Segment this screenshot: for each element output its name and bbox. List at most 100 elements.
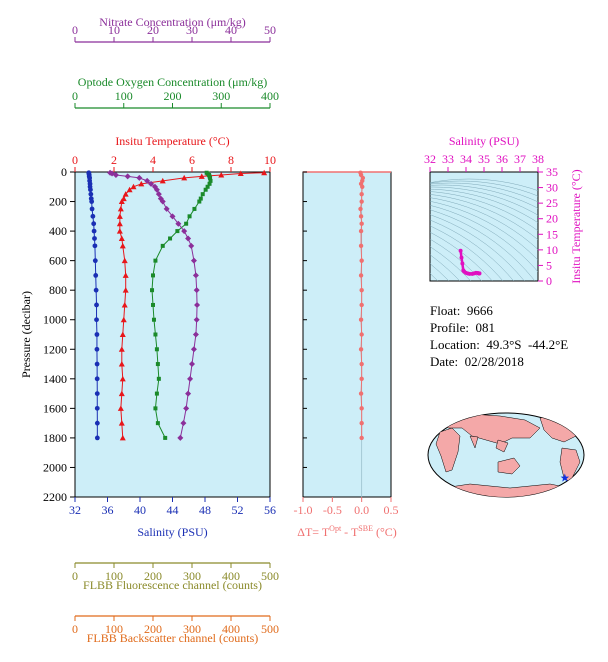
delta-t-point: [359, 435, 364, 441]
location: Location: 49.3°S -44.2°E: [430, 337, 569, 352]
oxygen-tick-label: 100: [115, 89, 133, 103]
delta-t-tick-label: -0.5: [323, 503, 342, 517]
salinity-tick-label: 40: [134, 503, 146, 517]
delta-t-point: [358, 206, 363, 212]
fluorescence-tick-label: 200: [144, 569, 162, 583]
ts-temperature-tick-label: 10: [546, 243, 558, 257]
salinity-point: [94, 435, 100, 441]
salinity-point: [89, 206, 95, 212]
oxygen-point: [160, 243, 165, 248]
pressure-axis-label: Pressure (decibar): [19, 291, 33, 378]
ts-point: [477, 271, 482, 276]
temperature-point: [218, 171, 225, 178]
africa-land: [435, 427, 461, 473]
se-asia-land: [495, 439, 509, 453]
temperature-tick-label: 2: [111, 153, 117, 167]
oxygen-point: [192, 206, 197, 211]
delta-t-point: [359, 302, 364, 308]
delta-t-tick-label: 0.5: [384, 503, 399, 517]
oxygen-point: [155, 362, 160, 367]
temperature-point: [122, 287, 129, 293]
salinity-point: [94, 376, 100, 382]
nitrate-point: [124, 173, 131, 180]
nitrate-point: [183, 405, 190, 412]
nitrate-point: [181, 228, 188, 235]
oxygen-point: [208, 175, 213, 180]
nitrate-tick-label: 30: [186, 23, 198, 37]
greenland-land: [579, 413, 584, 423]
world-map: [427, 412, 585, 498]
temperature-point: [198, 173, 205, 179]
nitrate-point: [187, 375, 194, 382]
ts-temperature-tick-label: 20: [546, 212, 558, 226]
main-plot-area: [74, 171, 271, 498]
delta-t-point: [359, 332, 364, 337]
ts-point: [460, 261, 465, 266]
temperature-point: [117, 405, 124, 411]
nitrate-point: [155, 191, 162, 198]
ts-salinity-tick-label: 34: [460, 152, 472, 166]
fluorescence-tick-label: 500: [261, 569, 279, 583]
delta-t-point: [358, 317, 364, 322]
nitrate-tick-label: 40: [225, 23, 237, 37]
oxygen-point: [150, 288, 155, 293]
profile-number: Profile: 081: [430, 320, 495, 335]
salinity-point: [91, 228, 97, 234]
salinity-tick-label: 32: [69, 503, 81, 517]
pressure-tick-label: 1400: [43, 372, 67, 386]
nitrate-point: [180, 420, 187, 427]
temperature-point: [126, 186, 133, 193]
temperature-point: [120, 316, 127, 323]
nitrate-point: [148, 180, 155, 187]
oxygen-point: [153, 258, 158, 263]
nitrate-point: [190, 346, 197, 353]
oxygen-point: [205, 184, 210, 189]
temperature-point: [261, 169, 268, 176]
temperature-tick-label: 8: [228, 153, 234, 167]
oxygen-point: [153, 406, 158, 411]
temperature-point: [117, 205, 124, 212]
nitrate-point: [190, 257, 197, 264]
ts-salinity-tick-label: 35: [478, 152, 490, 166]
delta-t-point: [359, 420, 364, 426]
density-contour: [430, 178, 538, 191]
nitrate-tick-label: 0: [72, 23, 78, 37]
ts-density-contours: [430, 178, 538, 281]
salinity-point: [93, 273, 99, 278]
nitrate-axis-label: Nitrate Concentration (μm/kg): [99, 15, 245, 29]
nitrate-point: [189, 361, 195, 368]
density-contour: [430, 186, 538, 216]
temperature-axis-label: Insitu Temperature (°C): [115, 134, 229, 148]
backscatter-tick-label: 100: [105, 622, 123, 636]
temperature-point: [118, 346, 125, 352]
salinity-point: [94, 391, 100, 396]
delta-t-point: [359, 199, 364, 204]
salinity-tick-label: 44: [167, 503, 179, 517]
density-contour: [430, 184, 538, 209]
salinity-point: [94, 332, 100, 337]
nitrate-point: [112, 171, 119, 178]
oxygen-point: [154, 391, 159, 396]
ts-salinity-tick-label: 37: [514, 152, 526, 166]
ts-salinity-tick-label: 38: [532, 152, 544, 166]
oxygen-point: [151, 317, 156, 322]
oxygen-point: [200, 192, 205, 197]
temperature-point: [116, 213, 123, 219]
delta-t-point: [358, 391, 364, 396]
nitrate-point: [185, 390, 192, 397]
ts-temperature-tick-label: 35: [546, 165, 558, 179]
density-contour: [430, 180, 538, 197]
delta-t-label-part: - T: [341, 525, 359, 539]
oxygen-point: [187, 214, 192, 219]
delta-t-label-part: (°C): [373, 525, 397, 539]
ts-salinity-tick-label: 32: [424, 152, 436, 166]
main-profile-chart: 0200400600800100012001400160018002000220…: [19, 15, 279, 645]
temperature-point: [121, 301, 128, 308]
oxygen-tick-label: 0: [72, 89, 78, 103]
temperature-point: [181, 174, 188, 181]
pressure-tick-label: 1200: [43, 342, 67, 356]
salinity-point: [94, 420, 100, 426]
temperature-point: [119, 242, 126, 249]
temperature-point: [122, 191, 129, 197]
